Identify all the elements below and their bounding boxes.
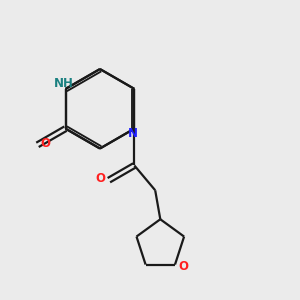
Text: NH: NH bbox=[54, 77, 74, 90]
Text: O: O bbox=[96, 172, 106, 185]
Text: N: N bbox=[128, 128, 138, 140]
Text: O: O bbox=[179, 260, 189, 272]
Text: O: O bbox=[41, 137, 51, 150]
